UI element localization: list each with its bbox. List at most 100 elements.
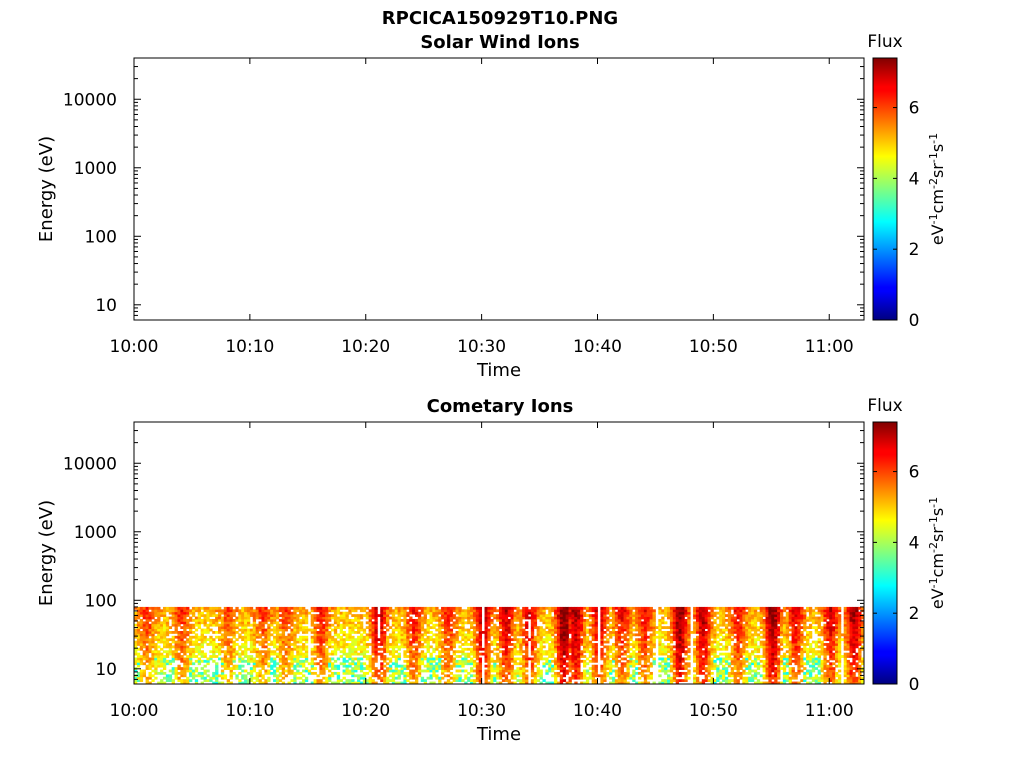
spectrogram-cell: [574, 655, 578, 658]
spectrogram-cell: [449, 667, 454, 670]
spectrogram-cell: [435, 633, 439, 637]
spectrogram-cell: [299, 618, 303, 622]
spectrogram-cell: [339, 643, 343, 646]
spectrogram-cell: [530, 657, 535, 661]
spectrogram-cell: [281, 614, 286, 617]
spectrogram-cell: [145, 614, 149, 617]
spectrogram-cell: [151, 643, 155, 646]
spectrogram-cell: [388, 664, 393, 668]
spectrogram-cell: [722, 674, 726, 678]
spectrogram-cell: [183, 643, 187, 646]
spectrogram-cell: [165, 659, 170, 663]
spectrogram-cell: [290, 659, 294, 663]
spectrogram-cell: [374, 628, 378, 632]
spectrogram-cell: [487, 623, 491, 627]
spectrogram-cell: [626, 616, 630, 620]
spectrogram-cell: [504, 679, 509, 682]
spectrogram-cell: [522, 606, 526, 610]
spectrogram-cell: [325, 662, 329, 666]
spectrogram-cell: [559, 626, 564, 629]
spectrogram-cell: [574, 667, 578, 670]
spectrogram-cell: [467, 621, 471, 625]
spectrogram-cell: [487, 616, 491, 620]
spectrogram-cell: [545, 638, 549, 642]
spectrogram-cell: [452, 650, 456, 654]
spectrogram-cell: [438, 621, 442, 625]
spectrogram-cell: [293, 626, 297, 629]
spectrogram-cell: [157, 633, 161, 637]
spectrogram-cell: [218, 647, 222, 651]
spectrogram-cell: [281, 628, 286, 632]
spectrogram-cell: [229, 626, 233, 629]
spectrogram-cell: [414, 640, 419, 644]
spectrogram-cell: [322, 676, 326, 680]
spectrogram-cell: [328, 662, 332, 666]
spectrogram-cell: [548, 633, 552, 637]
spectrogram-cell: [232, 609, 236, 613]
spectrogram-cell: [287, 640, 291, 644]
spectrogram-cell: [701, 618, 706, 622]
spectrogram-cell: [533, 614, 538, 617]
spectrogram-cell: [386, 669, 390, 673]
spectrogram-cell: [241, 621, 245, 625]
spectrogram-cell: [249, 650, 254, 654]
spectrogram-cell: [339, 606, 343, 610]
spectrogram-cell: [171, 657, 175, 661]
spectrogram-cell: [333, 671, 338, 675]
spectrogram-cell: [516, 669, 520, 673]
spectrogram-cell: [273, 674, 277, 678]
spectrogram-cell: [577, 662, 581, 666]
spectrogram-cell: [374, 626, 378, 629]
spectrogram-cell: [617, 659, 622, 663]
spectrogram-cell: [635, 657, 639, 661]
spectrogram-cell: [496, 669, 500, 673]
spectrogram-cell: [275, 679, 280, 682]
spectrogram-cell: [293, 616, 297, 620]
spectrogram-cell: [472, 626, 477, 629]
spectrogram-cell: [325, 647, 329, 651]
spectrogram-cell: [359, 621, 364, 625]
spectrogram-cell: [542, 616, 546, 620]
spectrogram-cell: [345, 621, 349, 625]
spectrogram-cell: [681, 643, 685, 646]
spectrogram-cell: [470, 652, 474, 656]
spectrogram-cell: [617, 635, 622, 639]
spectrogram-cell: [232, 618, 236, 622]
spectrogram-cell: [577, 621, 581, 625]
spectrogram-cell: [310, 681, 315, 684]
spectrogram-cell: [423, 669, 427, 673]
spectrogram-cell: [374, 657, 378, 661]
spectrogram-cell: [525, 633, 529, 637]
spectrogram-cell: [585, 671, 590, 675]
spectrogram-cell: [406, 679, 410, 682]
spectrogram-cell: [646, 664, 651, 668]
spectrogram-cell: [423, 640, 427, 644]
spectrogram-cell: [516, 623, 520, 627]
spectrogram-cell: [136, 626, 141, 629]
spectrogram-cell: [330, 652, 335, 656]
spectrogram-cell: [267, 643, 271, 646]
spectrogram-cell: [568, 650, 572, 654]
spectrogram-cell: [591, 623, 595, 627]
spectrogram-cell: [452, 609, 456, 613]
spectrogram-cell: [362, 628, 367, 632]
spectrogram-cell: [667, 635, 671, 639]
spectrogram-cell: [446, 633, 451, 637]
spectrogram-cell: [186, 681, 190, 684]
spectrogram-cell: [142, 674, 146, 678]
spectrogram-cell: [458, 611, 462, 615]
spectrogram-cell: [556, 609, 561, 613]
spectrogram-cell: [638, 652, 642, 656]
spectrogram-cell: [583, 643, 587, 646]
spectrogram-cell: [658, 652, 662, 656]
spectrogram-cell: [148, 633, 152, 637]
spectrogram-cell: [351, 631, 355, 634]
spectrogram-cell: [197, 618, 202, 622]
spectrogram-cell: [186, 645, 190, 649]
spectrogram-cell: [594, 647, 598, 651]
spectrogram-cell: [154, 628, 158, 632]
spectrogram-cell: [716, 647, 720, 651]
spectrogram-cell: [530, 664, 535, 668]
spectrogram-cell: [160, 655, 164, 658]
spectrogram-cell: [623, 638, 627, 642]
